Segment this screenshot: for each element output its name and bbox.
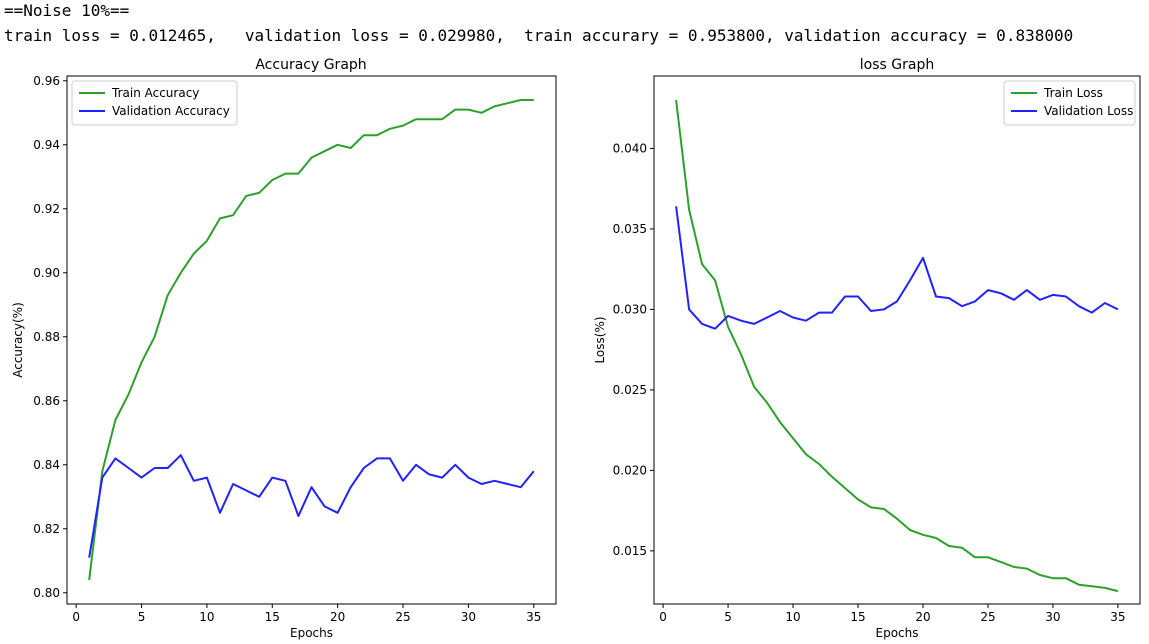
x-tick-label: 0 [72,610,80,624]
console-header-line: ==Noise 10%== [4,1,130,20]
series-line-validation-loss [675,206,1119,330]
x-axis-label: Epochs [290,626,333,640]
x-tick-label: 10 [785,610,800,624]
x-tick-label: 15 [850,610,865,624]
x-tick-label: 5 [724,610,732,624]
x-axis-label: Epochs [876,626,919,640]
legend-label: Validation Accuracy [112,104,230,118]
x-tick-label: 25 [395,610,410,624]
y-tick-label: 0.86 [33,394,60,408]
y-tick-label: 0.025 [613,383,647,397]
y-tick-label: 0.96 [33,74,60,88]
chart-title: Accuracy Graph [255,57,366,73]
y-axis-label: Accuracy(%) [11,302,25,378]
y-tick-label: 0.030 [613,302,647,316]
y-tick-label: 0.92 [33,202,60,216]
y-tick-label: 0.015 [613,544,647,558]
x-tick-label: 25 [980,610,995,624]
x-tick-label: 20 [330,610,345,624]
series-line-validation-accuracy [88,454,535,558]
y-tick-label: 0.88 [33,330,60,344]
y-tick-label: 0.94 [33,138,60,152]
legend: Train Loss Validation Loss [1003,80,1136,126]
plot-area: 0 5 10 15 20 25 30 35 0.015 0.020 0.025 0.030 0.035 0… [593,57,1141,640]
x-tick-label: 20 [915,610,930,624]
legend-label: Train Loss [1043,86,1103,100]
legend-label: Train Accuracy [111,86,199,100]
x-tick-label: 35 [1110,610,1125,624]
chart-title: loss Graph [860,57,934,73]
x-tick-label: 10 [199,610,214,624]
legend: Train Accuracy Validation Accuracy [71,80,238,126]
plot-area: 0 5 10 15 20 25 30 35 0.80 0.82 0.84 0.86 0.88 0.90 0.… [11,57,557,640]
x-tick-label: 30 [461,610,476,624]
legend-box [71,80,238,126]
y-tick-label: 0.84 [33,458,60,472]
y-tick-label: 0.040 [613,141,647,155]
y-tick-label: 0.035 [613,222,647,236]
plot-frame [66,75,557,605]
y-tick-label: 0.80 [33,586,60,600]
x-tick-label: 15 [265,610,280,624]
y-axis-label: Loss(%) [593,316,607,363]
x-tick-label: 30 [1045,610,1060,624]
y-tick-label: 0.90 [33,266,60,280]
y-tick-label: 0.82 [33,522,60,536]
legend-label: Validation Loss [1044,104,1133,118]
x-tick-label: 0 [659,610,667,624]
x-tick-label: 35 [526,610,541,624]
console-metrics-line: train loss = 0.012465, validation loss =… [4,26,1074,45]
series-line-train-accuracy [88,99,534,581]
y-tick-label: 0.020 [613,463,647,477]
series-line-train-loss [675,99,1119,593]
plot-frame [653,75,1141,605]
x-tick-label: 5 [138,610,146,624]
